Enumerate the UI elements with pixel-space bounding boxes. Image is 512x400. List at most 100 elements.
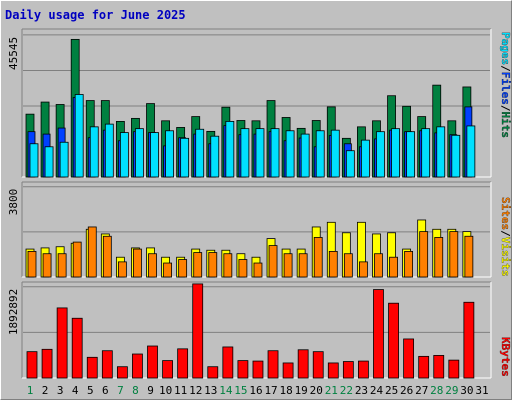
legend-item-hits: Hits	[499, 112, 511, 139]
x-axis-label-day-13: 13	[204, 384, 217, 397]
bar-pages-day-6	[104, 123, 114, 178]
bar-kbytes-day-13	[207, 366, 219, 379]
x-axis-label-day-8: 8	[132, 384, 139, 397]
bar-kbytes-day-10	[162, 360, 173, 379]
bar-pages-day-11	[180, 137, 190, 178]
legend-item-files: Files	[499, 72, 511, 105]
legend-item-pages: Pages	[499, 32, 511, 65]
bar-sites-day-1	[27, 250, 37, 278]
x-axis-label-day-25: 25	[385, 384, 398, 397]
bar-pages-day-30	[466, 125, 476, 178]
bar-kbytes-day-9	[147, 345, 158, 379]
bar-sites-day-17	[268, 245, 278, 278]
bar-sites-day-30	[464, 235, 474, 278]
bar-kbytes-day-5	[86, 356, 98, 379]
bar-kbytes-day-17	[267, 350, 279, 379]
x-axis-label-day-22: 22	[340, 384, 353, 397]
x-axis-label-day-21: 21	[325, 384, 338, 397]
x-axis-label-day-9: 9	[147, 384, 154, 397]
x-axis-label-day-18: 18	[280, 384, 293, 397]
panel-hits-files-pages: 45545	[7, 28, 492, 178]
x-axis-label-day-23: 23	[355, 384, 368, 397]
bar-kbytes-day-22	[342, 361, 354, 379]
bar-pages-day-5	[89, 126, 99, 178]
bar-sites-day-29	[449, 231, 459, 278]
bar-pages-day-10	[165, 130, 174, 178]
bar-sites-day-18	[283, 253, 293, 278]
bar-pages-day-24	[376, 131, 385, 178]
bar-sites-day-13	[208, 252, 218, 278]
bar-pages-day-20	[315, 130, 325, 178]
legend-kbytes: KBytes	[499, 337, 511, 377]
bar-kbytes-day-12	[192, 283, 204, 379]
bar-kbytes-day-28	[433, 355, 445, 379]
x-axis-label-day-4: 4	[72, 384, 79, 397]
bar-sites-day-10	[163, 262, 172, 278]
bar-sites-day-22	[343, 253, 353, 278]
bar-kbytes-day-1	[26, 351, 38, 379]
bar-sites-day-21	[328, 250, 338, 278]
bar-kbytes-day-24	[373, 289, 384, 379]
bar-kbytes-day-23	[358, 360, 369, 379]
x-axis-label-day-1: 1	[27, 384, 34, 397]
bar-sites-day-19	[298, 253, 308, 278]
bar-pages-day-27	[421, 128, 431, 178]
y-axis-tick-label: 3800	[7, 189, 20, 216]
bar-sites-day-14	[223, 253, 233, 278]
bar-kbytes-day-27	[418, 355, 430, 379]
x-axis-label-day-14: 14	[219, 384, 233, 397]
bar-pages-day-19	[300, 133, 310, 178]
legend-item-visits: Visits	[499, 237, 511, 277]
bar-pages-day-23	[361, 139, 370, 178]
bar-sites-day-5	[87, 226, 97, 278]
y-axis-tick-label: 45545	[7, 37, 20, 70]
x-axis-label-day-6: 6	[102, 384, 109, 397]
legend-item-kbytes: KBytes	[499, 337, 511, 377]
bar-sites-day-25	[389, 256, 398, 278]
bar-pages-day-14	[225, 121, 235, 178]
bar-pages-day-25	[391, 128, 400, 178]
bar-pages-day-15	[240, 128, 250, 178]
x-axis-label-day-19: 19	[295, 384, 308, 397]
bar-pages-day-26	[406, 131, 416, 178]
bar-kbytes-day-19	[297, 349, 309, 379]
bar-sites-day-15	[238, 259, 248, 278]
bar-kbytes-day-21	[327, 362, 339, 379]
bar-kbytes-day-16	[252, 360, 264, 379]
bar-kbytes-day-25	[388, 302, 399, 379]
x-axis-label-day-26: 26	[400, 384, 413, 397]
bar-sites-day-6	[102, 235, 112, 278]
x-axis-label-day-3: 3	[57, 384, 64, 397]
x-axis-label-day-27: 27	[415, 384, 428, 397]
x-axis-label-day-7: 7	[117, 384, 124, 397]
bar-pages-day-9	[150, 132, 159, 178]
bar-sites-day-3	[57, 253, 67, 278]
bar-sites-day-7	[117, 261, 127, 278]
x-axis-label-day-28: 28	[430, 384, 443, 397]
x-axis-label-day-20: 20	[310, 384, 323, 397]
legend-separator: /	[499, 230, 511, 237]
bar-kbytes-day-2	[41, 348, 53, 379]
bar-pages-day-4	[74, 94, 84, 178]
x-axis-label-day-29: 29	[445, 384, 458, 397]
panel-kbytes: 1892892	[7, 281, 492, 379]
bar-sites-day-20	[313, 237, 323, 278]
bar-sites-day-26	[404, 250, 414, 278]
bar-sites-day-28	[434, 237, 444, 278]
x-axis-label-day-15: 15	[234, 384, 247, 397]
x-axis-label-day-12: 12	[189, 384, 202, 397]
bar-pages-day-16	[255, 128, 265, 178]
bar-pages-day-12	[195, 128, 205, 178]
x-axis-label-day-31: 31	[475, 384, 488, 397]
bar-sites-day-27	[419, 231, 429, 278]
bar-pages-day-13	[210, 135, 220, 178]
bar-sites-day-2	[42, 253, 52, 278]
bar-pages-day-1	[29, 143, 39, 178]
x-axis-day-labels: 1 2 3 4 5 6 7 8 9 10 11 12 13 14 15 16 17 18 19 20 21 22 23 24 2…	[27, 384, 489, 397]
bar-sites-day-23	[359, 261, 368, 278]
bar-pages-day-18	[285, 130, 295, 178]
x-axis-label-day-17: 17	[264, 384, 277, 397]
